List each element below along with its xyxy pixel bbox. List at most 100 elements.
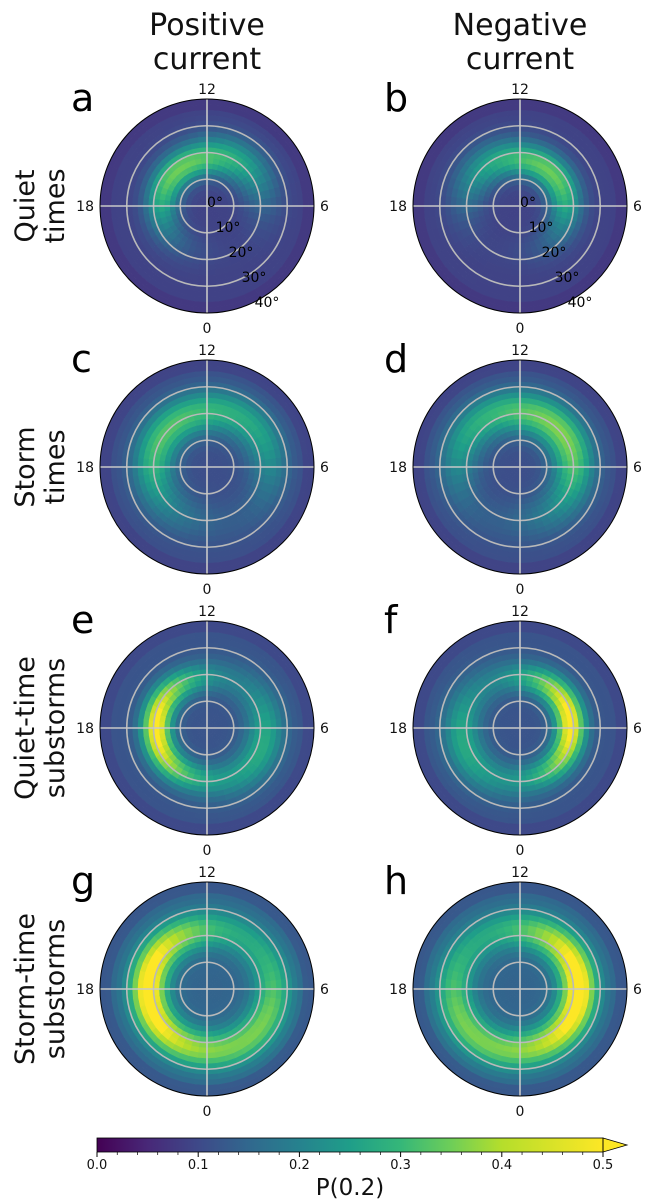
heatmap-cell <box>131 717 139 729</box>
row-title-line: times <box>40 429 71 504</box>
row-title-line: substorms <box>40 658 71 798</box>
heatmap-cell <box>265 466 272 476</box>
heatmap-cell <box>115 715 123 729</box>
heatmap-cell <box>142 458 149 468</box>
heatmap-cell <box>275 205 283 217</box>
column-title-line: current <box>466 42 574 77</box>
heatmap-cell <box>519 290 533 298</box>
heatmap-cell <box>201 242 208 250</box>
heatmap-cell <box>206 269 217 276</box>
heatmap-cell <box>206 136 217 143</box>
row-title-line: Quiet-time <box>10 656 41 800</box>
heatmap-cell <box>476 461 484 468</box>
heatmap-cell <box>514 503 521 511</box>
heatmap-cell <box>206 509 214 516</box>
heatmap-cell <box>511 402 521 409</box>
heatmap-cell <box>115 466 123 480</box>
heatmap-cell <box>158 460 165 468</box>
heatmap-cell <box>450 457 457 468</box>
heatmap-cell <box>243 727 251 734</box>
heatmap-cell <box>206 157 214 164</box>
heatmap-cell <box>519 796 531 804</box>
heatmap-cell <box>206 397 217 404</box>
heatmap-cell <box>131 456 139 468</box>
heatmap-cell <box>519 141 529 148</box>
heatmap-cell <box>510 136 521 143</box>
heatmap-cell <box>588 195 596 207</box>
latitude-label: 20° <box>542 245 567 261</box>
heatmap-cell <box>158 727 165 735</box>
heatmap-cell <box>428 466 436 480</box>
heatmap-cell <box>206 786 216 793</box>
heatmap-cell <box>196 796 208 804</box>
heatmap-cell <box>158 466 165 474</box>
row-title-quiet-time-substorms: Quiet-time substorms <box>10 656 71 800</box>
mlt-label-18: 18 <box>76 460 94 476</box>
heatmap-cell <box>115 193 123 207</box>
heatmap-cell <box>471 466 478 474</box>
heatmap-cell <box>519 269 530 276</box>
heatmap-cell <box>200 679 208 686</box>
mlt-label-0: 0 <box>516 321 525 337</box>
latitude-label: 0° <box>207 195 223 211</box>
heatmap-cell <box>444 195 452 207</box>
heatmap-cell <box>476 200 484 207</box>
heatmap-cell <box>243 205 251 212</box>
heatmap-cell <box>519 391 531 399</box>
heatmap-cell <box>514 242 521 250</box>
heatmap-cell <box>604 193 612 207</box>
heatmap-cell <box>519 402 529 409</box>
heatmap-cell <box>206 402 216 409</box>
mlt-label-12: 12 <box>511 82 529 98</box>
latitude-label: 30° <box>555 270 580 286</box>
heatmap-cell <box>513 157 521 164</box>
heatmap-cell <box>198 141 208 148</box>
heatmap-cell <box>519 812 533 820</box>
heatmap-cell <box>588 466 596 478</box>
heatmap-cell <box>519 114 533 122</box>
heatmap-cell <box>163 200 171 207</box>
heatmap-cell <box>450 205 457 216</box>
heatmap-cell <box>115 454 123 468</box>
heatmap-cell <box>206 114 220 122</box>
heatmap-cell <box>131 727 139 739</box>
heatmap-cell <box>507 551 521 559</box>
mlt-label-6: 6 <box>320 460 329 476</box>
heatmap-cell <box>556 205 564 212</box>
heatmap-cell <box>201 503 208 511</box>
heatmap-cell <box>249 721 256 729</box>
heatmap-cell <box>291 466 299 480</box>
heatmap-cell <box>604 205 612 219</box>
heatmap-cell <box>197 397 208 404</box>
panel-letter: a <box>71 76 94 120</box>
heatmap-cell <box>206 530 217 537</box>
heatmap-cell <box>194 290 208 298</box>
heatmap-cell <box>194 114 208 122</box>
heatmap-cell <box>163 722 171 729</box>
mlt-label-6: 6 <box>633 460 642 476</box>
heatmap-cell <box>519 162 526 170</box>
heatmap-cell <box>142 727 149 737</box>
heatmap-cell <box>270 727 277 738</box>
heatmap-cell <box>265 719 272 729</box>
heatmap-cell <box>158 205 165 213</box>
heatmap-cell <box>511 141 521 148</box>
heatmap-cell <box>455 197 462 207</box>
heatmap-cell <box>270 196 277 207</box>
heatmap-cell <box>137 457 144 468</box>
row-title-line: Storm-time <box>10 913 41 1065</box>
heatmap-cell <box>206 770 214 777</box>
heatmap-cell <box>583 466 590 477</box>
heatmap-cell <box>197 791 208 798</box>
heatmap-cell <box>201 764 208 772</box>
row-title-line: Storm <box>10 426 41 507</box>
mlt-label-12: 12 <box>198 604 216 620</box>
heatmap-cell <box>444 466 452 478</box>
heatmap-cell <box>206 796 218 804</box>
heatmap-cell <box>291 193 299 207</box>
heatmap-cell <box>206 248 214 255</box>
heatmap-cell <box>270 466 277 477</box>
